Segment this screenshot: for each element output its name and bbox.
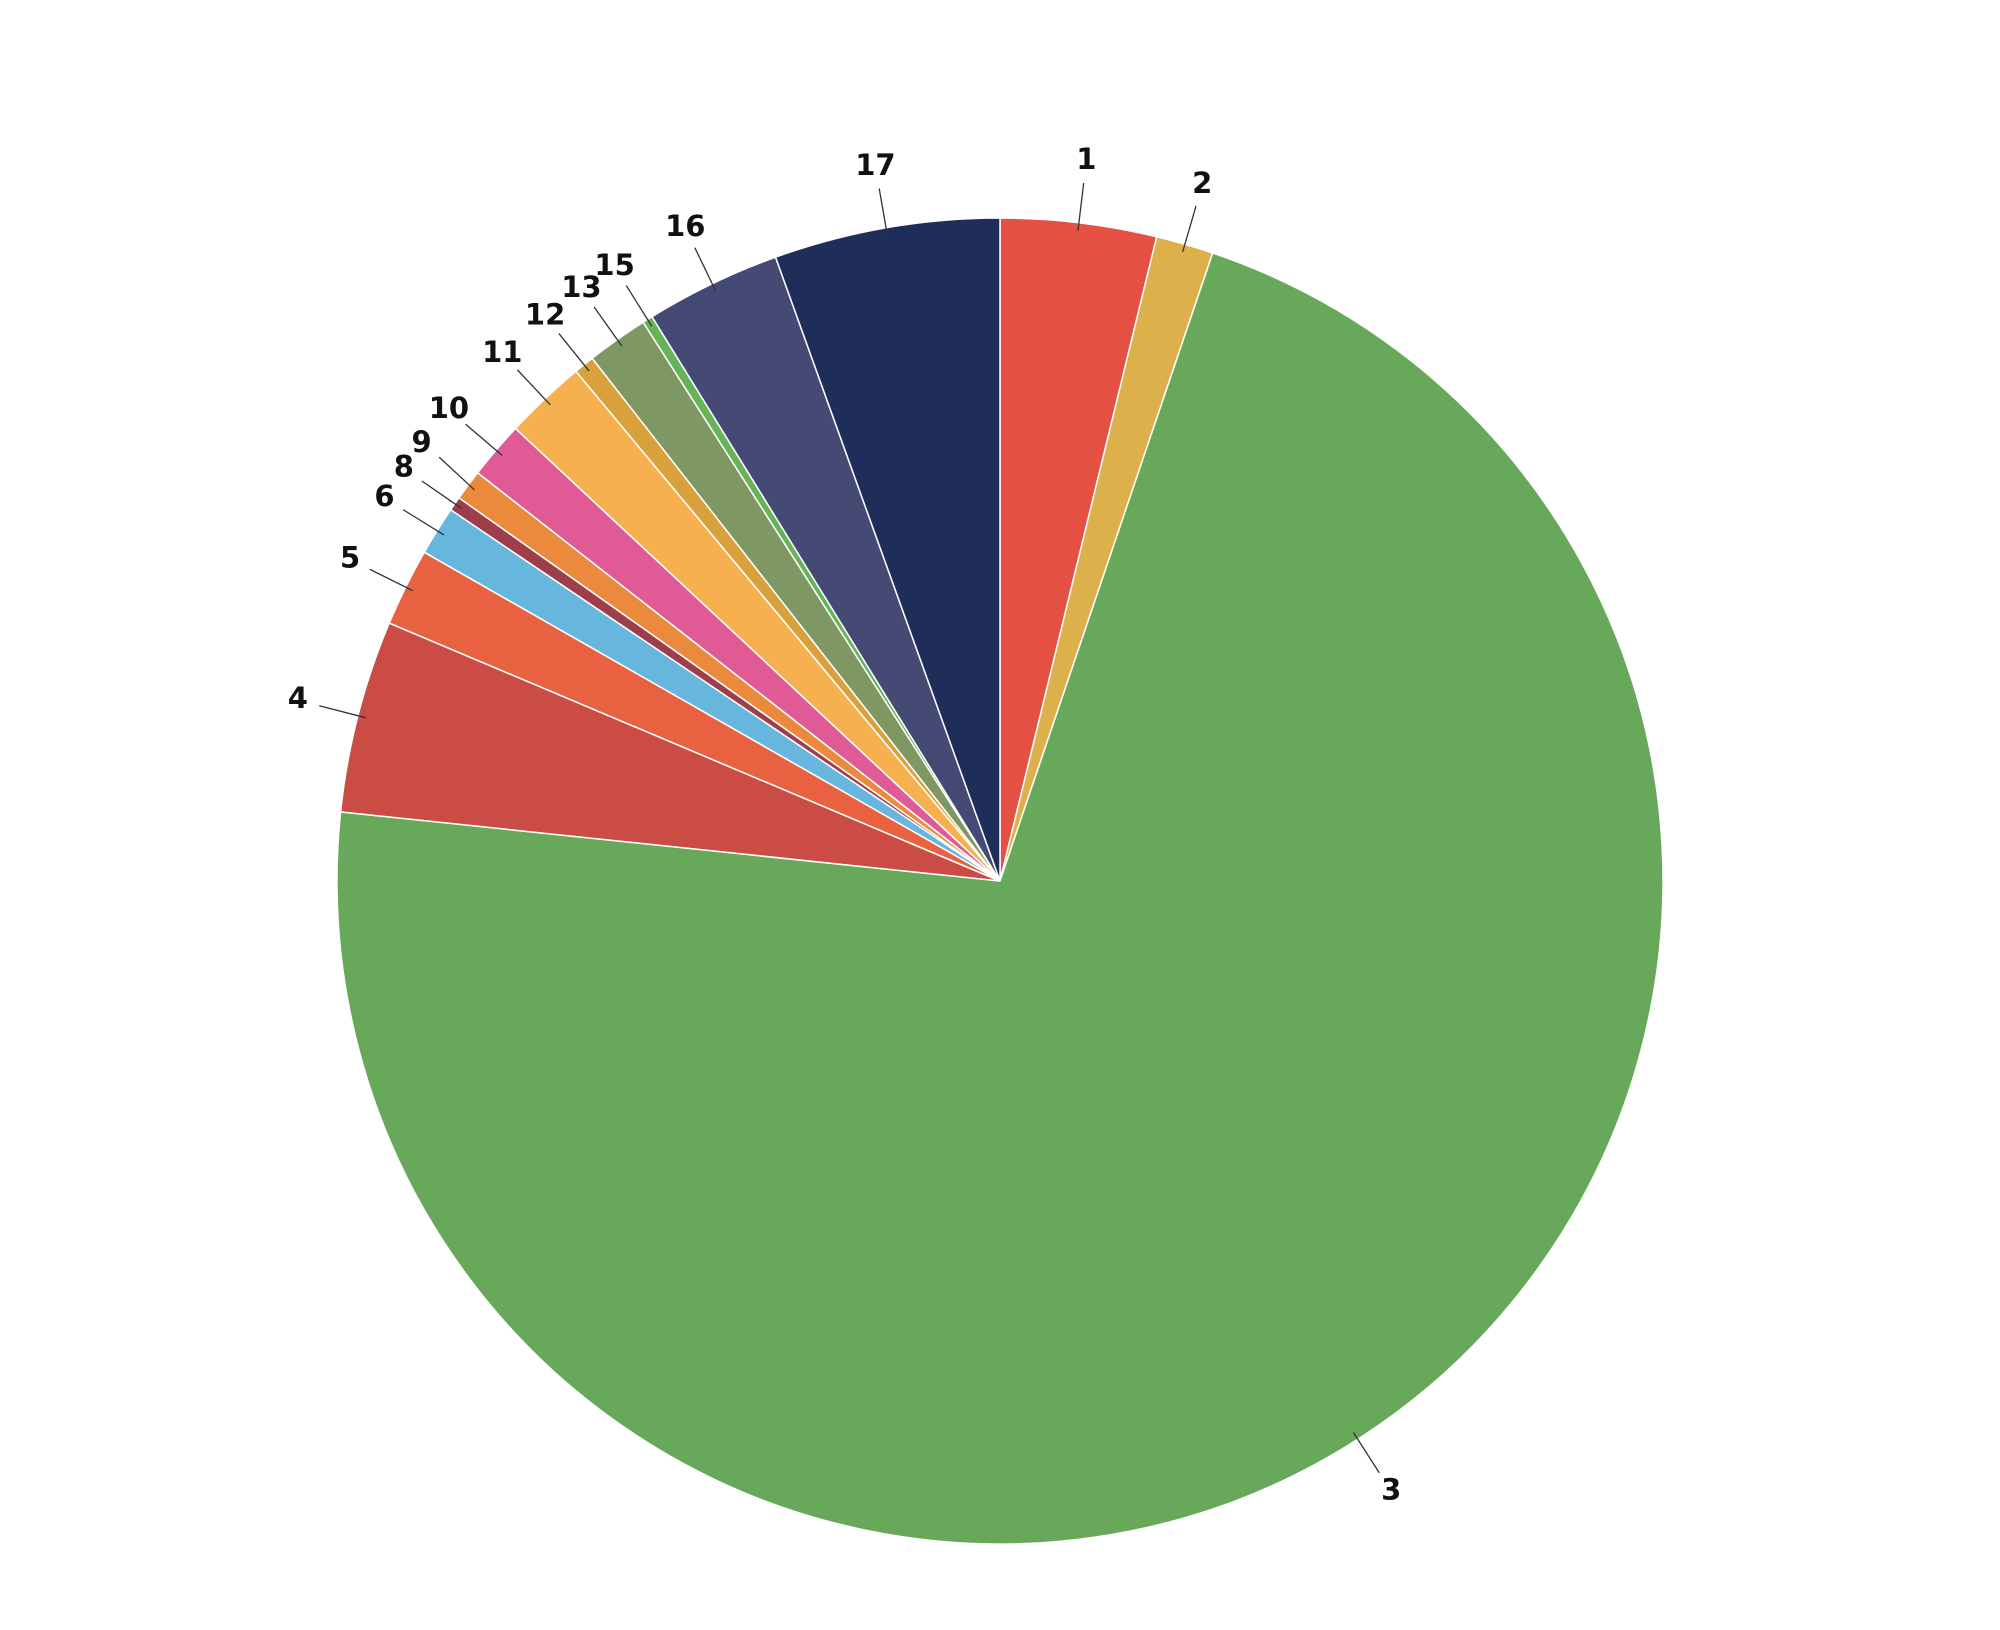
leader-line <box>625 285 653 327</box>
slice-label: 2 <box>1192 166 1212 200</box>
leader-line <box>516 369 551 406</box>
leader-line <box>319 705 366 719</box>
slice-label: 9 <box>411 425 431 459</box>
leader-line <box>878 188 889 236</box>
leader-line <box>465 423 503 456</box>
leader-line <box>402 509 445 536</box>
slice-label: 6 <box>374 479 394 513</box>
slice-label: 13 <box>561 270 601 304</box>
leader-line <box>1352 1432 1380 1474</box>
leader-line <box>694 247 717 292</box>
leader-line <box>421 480 462 509</box>
slice-label: 8 <box>394 450 414 484</box>
slice-label: 15 <box>594 248 634 282</box>
slice-label: 12 <box>525 297 565 331</box>
slice-label: 4 <box>288 681 308 715</box>
slice-label: 3 <box>1381 1472 1401 1506</box>
slice-label: 17 <box>855 148 895 182</box>
slice-label: 1 <box>1076 142 1096 176</box>
slice-label: 5 <box>340 541 360 575</box>
leader-line <box>558 333 590 372</box>
slice-label: 10 <box>429 391 469 425</box>
slice-label: 11 <box>482 335 522 369</box>
leader-line <box>438 456 475 491</box>
leader-line <box>369 568 414 592</box>
slice-label: 16 <box>665 209 705 243</box>
leader-line <box>1077 182 1085 231</box>
leader-line <box>1182 205 1197 253</box>
leader-line <box>593 306 623 347</box>
